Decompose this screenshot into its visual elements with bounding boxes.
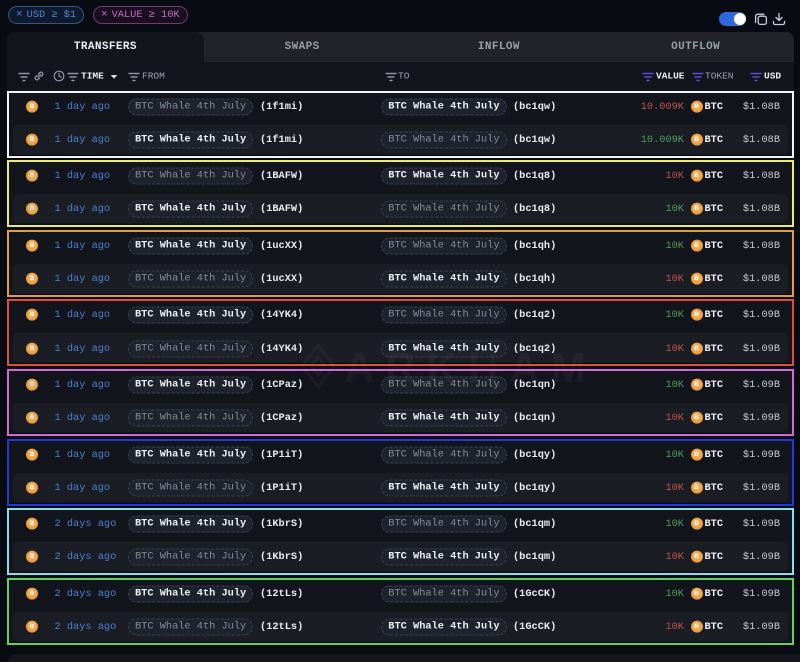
svg-text:ARKHAM: ARKHAM (344, 344, 597, 391)
